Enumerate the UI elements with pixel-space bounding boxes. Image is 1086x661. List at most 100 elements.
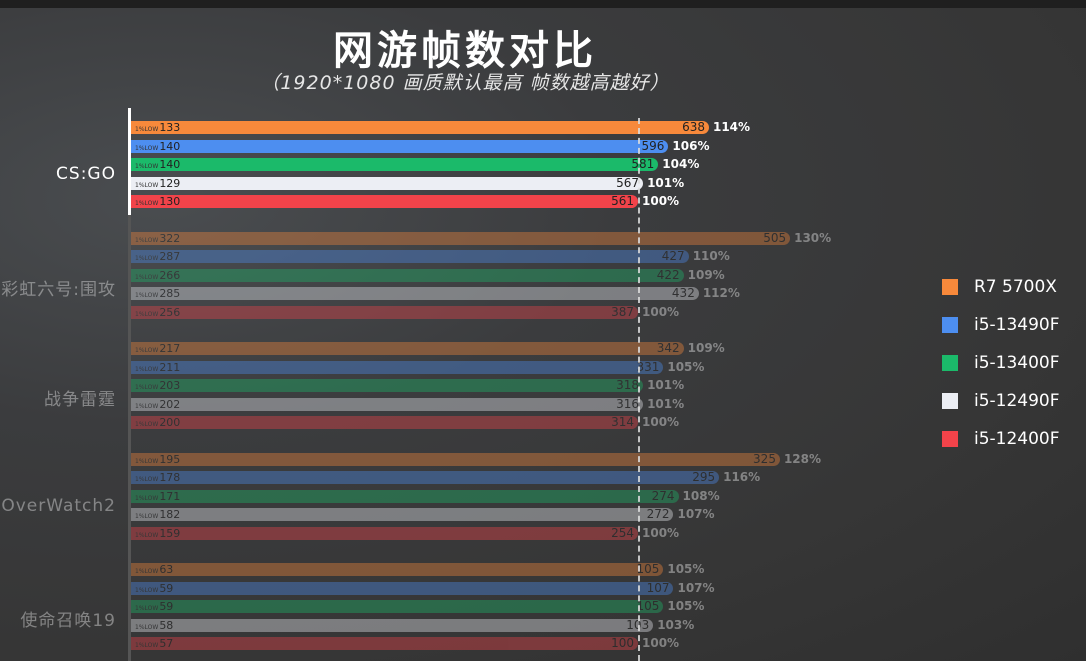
legend: R7 5700X i5-13490F i5-13400F i5-12490F i5-12… bbox=[942, 268, 1060, 458]
avg-value: 105 bbox=[636, 562, 660, 576]
percent-label: 101% bbox=[647, 175, 685, 190]
low-value: 59 bbox=[159, 600, 174, 613]
percent-label: 109% bbox=[687, 341, 725, 355]
low-value: 130 bbox=[159, 195, 181, 208]
legend-label: i5-12400F bbox=[974, 429, 1060, 449]
low-value: 178 bbox=[159, 471, 181, 484]
low-value: 129 bbox=[159, 176, 181, 190]
percent-label: 109% bbox=[687, 267, 725, 282]
legend-swatch bbox=[942, 317, 958, 333]
legend-item: R7 5700X bbox=[942, 268, 1060, 306]
bar: 1%LOW203 318 bbox=[131, 379, 644, 392]
percent-label: 114% bbox=[712, 120, 751, 134]
percent-label: 105% bbox=[667, 562, 705, 576]
percent-label: 105% bbox=[667, 599, 705, 613]
bar: 1%LOW59 105 bbox=[131, 599, 664, 613]
low-value: 266 bbox=[159, 268, 181, 282]
low-label: 1%LOW203 bbox=[135, 379, 181, 392]
low-value: 63 bbox=[159, 563, 174, 576]
low-value: 159 bbox=[159, 526, 181, 540]
low-value: 57 bbox=[159, 637, 174, 650]
legend-swatch bbox=[942, 393, 958, 409]
low-label: 1%LOW256 bbox=[135, 305, 181, 319]
low-label: 1%LOW159 bbox=[135, 526, 181, 540]
bar: 1%LOW217 342 bbox=[131, 342, 684, 355]
avg-value: 254 bbox=[611, 525, 634, 540]
category-label: 彩虹六号:围攻 bbox=[1, 279, 116, 300]
bar: 1%LOW256 387 bbox=[131, 305, 638, 319]
low-value: 133 bbox=[159, 121, 181, 134]
low-value: 140 bbox=[159, 158, 181, 171]
bar: 1%LOW285 432 bbox=[131, 287, 699, 300]
percent-label: 100% bbox=[642, 415, 680, 429]
legend-label: i5-13400F bbox=[974, 353, 1060, 373]
low-label: 1%LOW285 bbox=[135, 287, 181, 300]
legend-label: R7 5700X bbox=[974, 277, 1057, 297]
avg-value: 427 bbox=[661, 249, 685, 263]
bar: 1%LOW195 325 bbox=[131, 451, 780, 466]
category-label: 战争雷霆 bbox=[44, 390, 116, 410]
chart-subtitle: （1920*1080 画质默认最高 帧数越高越好） bbox=[260, 72, 670, 94]
bar: 1%LOW322 505 bbox=[131, 230, 791, 245]
avg-value: 272 bbox=[646, 507, 670, 521]
avg-value: 331 bbox=[636, 359, 660, 374]
low-label: 1%LOW59 bbox=[135, 581, 174, 595]
bar: 1%LOW178 295 bbox=[131, 471, 720, 484]
low-label: 1%LOW130 bbox=[135, 195, 181, 208]
category-label: 使命召唤19 bbox=[20, 611, 116, 631]
bar: 1%LOW140 581 bbox=[131, 158, 659, 171]
bar: 1%LOW133 638 bbox=[131, 121, 709, 134]
percent-label: 110% bbox=[692, 249, 730, 263]
low-label: 1%LOW58 bbox=[135, 618, 174, 632]
percent-label: 100% bbox=[642, 525, 680, 540]
avg-value: 505 bbox=[763, 230, 787, 245]
low-value: 140 bbox=[159, 139, 181, 153]
avg-value: 325 bbox=[753, 451, 776, 466]
avg-value: 567 bbox=[616, 175, 640, 190]
legend-item: i5-13490F bbox=[942, 306, 1060, 344]
percent-label: 103% bbox=[657, 617, 695, 632]
category-axis bbox=[128, 108, 131, 661]
low-value: 202 bbox=[159, 397, 181, 411]
legend-label: i5-12490F bbox=[974, 391, 1060, 411]
bar: 1%LOW129 567 bbox=[131, 175, 644, 190]
low-label: 1%LOW140 bbox=[135, 139, 181, 153]
low-value: 171 bbox=[159, 489, 181, 503]
low-label: 1%LOW200 bbox=[135, 416, 181, 429]
low-label: 1%LOW63 bbox=[135, 563, 174, 576]
low-value: 256 bbox=[159, 305, 181, 319]
top-bar bbox=[0, 0, 1086, 8]
legend-swatch bbox=[942, 431, 958, 447]
bar: 1%LOW130 561 bbox=[131, 195, 638, 208]
percent-label: 100% bbox=[642, 304, 680, 319]
category-label: OverWatch2 bbox=[1, 495, 116, 516]
low-label: 1%LOW59 bbox=[135, 600, 174, 613]
legend-swatch bbox=[942, 279, 958, 295]
avg-value: 105 bbox=[636, 599, 660, 613]
low-value: 322 bbox=[159, 231, 181, 245]
low-label: 1%LOW129 bbox=[135, 176, 181, 190]
percent-label: 105% bbox=[667, 359, 705, 374]
low-label: 1%LOW322 bbox=[135, 231, 181, 245]
legend-item: i5-12490F bbox=[942, 382, 1060, 420]
low-value: 285 bbox=[159, 287, 181, 300]
avg-value: 274 bbox=[651, 488, 675, 503]
percent-label: 101% bbox=[647, 396, 685, 411]
bar: 1%LOW287 427 bbox=[131, 250, 689, 263]
bar: 1%LOW211 331 bbox=[131, 359, 664, 374]
low-value: 59 bbox=[159, 581, 174, 595]
avg-value: 432 bbox=[671, 286, 695, 300]
active-group-marker bbox=[128, 108, 131, 215]
low-label: 1%LOW57 bbox=[135, 637, 174, 650]
avg-value: 314 bbox=[611, 415, 634, 429]
avg-value: 100 bbox=[611, 636, 634, 650]
avg-value: 316 bbox=[616, 396, 640, 411]
bar: 1%LOW182 272 bbox=[131, 507, 674, 521]
low-value: 217 bbox=[159, 342, 181, 355]
bar: 1%LOW171 274 bbox=[131, 488, 679, 503]
bar: 1%LOW57 100 bbox=[131, 637, 638, 650]
low-label: 1%LOW217 bbox=[135, 342, 181, 355]
percent-label: 116% bbox=[723, 470, 761, 484]
percent-label: 106% bbox=[672, 138, 710, 153]
bar: 1%LOW266 422 bbox=[131, 268, 684, 282]
